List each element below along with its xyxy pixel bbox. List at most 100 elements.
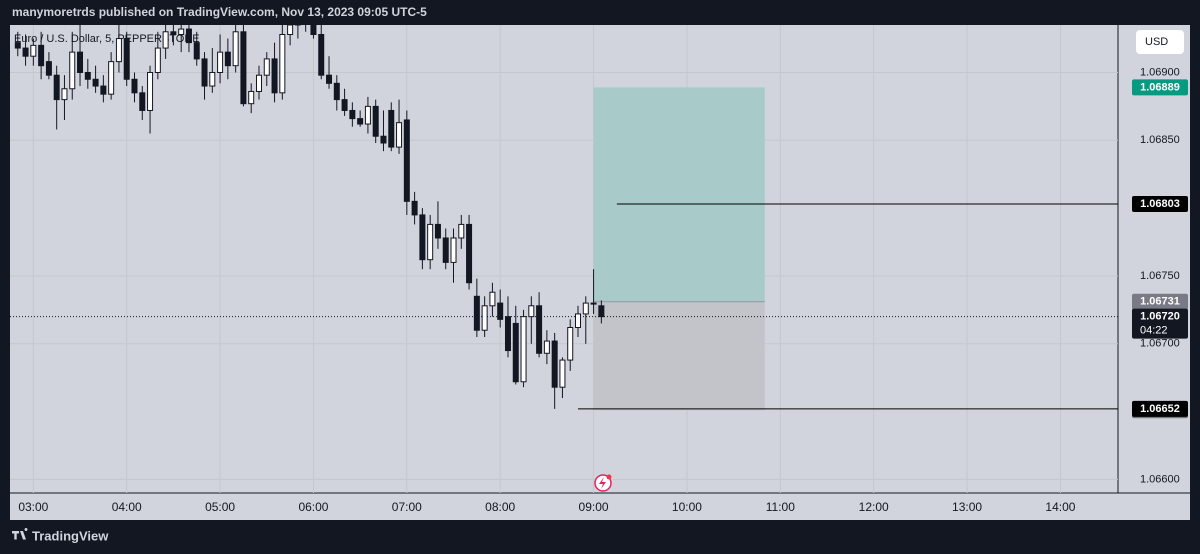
candle-body [528, 305, 535, 318]
current-price-label-bg [1132, 308, 1188, 339]
candle-body [193, 42, 200, 60]
x-tick-label: 06:00 [298, 500, 328, 514]
loss-zone [593, 301, 765, 411]
line-label: 1.06652 [1140, 403, 1180, 415]
current-price-label: 1.06720 [1140, 311, 1180, 323]
line-label: 1.06803 [1140, 198, 1180, 210]
legend: Euro / U.S. Dollar, 5, PEPPERSTONE [14, 33, 200, 45]
x-tick-label: 03:00 [18, 500, 48, 514]
usd-button-bg[interactable] [1136, 30, 1184, 54]
candle-body [567, 327, 574, 361]
footer-logo [12, 528, 28, 540]
candle-body [255, 74, 262, 92]
candle-body [61, 88, 68, 101]
candle-body [224, 51, 231, 67]
candle-body [341, 99, 348, 111]
event-bolt [599, 477, 606, 489]
candle-body [536, 305, 543, 354]
candle-body [217, 51, 224, 73]
candle-body [263, 58, 270, 76]
candle-body [372, 105, 379, 137]
candle-body [154, 47, 161, 73]
candle-body [69, 51, 76, 90]
event-dot [606, 474, 612, 480]
x-tick-label: 12:00 [859, 500, 889, 514]
candle-body [84, 71, 91, 80]
y-tick-label: 1.06900 [1140, 66, 1180, 78]
event-icon[interactable] [594, 474, 612, 492]
x-tick-label: 07:00 [392, 500, 422, 514]
candle-body [575, 313, 582, 329]
y-tick-label: 1.06600 [1140, 473, 1180, 485]
candle-body [115, 38, 122, 63]
y-tick-label: 1.06850 [1140, 134, 1180, 146]
candle-body [271, 58, 278, 94]
profit-zone [593, 87, 765, 302]
plot [10, 25, 1118, 411]
candle-body [248, 90, 255, 105]
candle-body [419, 214, 426, 261]
candle-body [427, 223, 434, 261]
candle-body [481, 305, 488, 331]
candle-body [178, 28, 185, 35]
candle-body [108, 61, 115, 95]
candle-body [294, 25, 301, 26]
line-label-bg [1132, 196, 1188, 213]
candle-body [38, 44, 45, 67]
candle-body [14, 42, 21, 49]
currency[interactable]: USD [1145, 36, 1168, 48]
target-label-bg [1132, 79, 1188, 96]
candle-body [162, 31, 169, 49]
candle-body [520, 316, 527, 383]
candle-body [403, 119, 410, 202]
candle-body [598, 305, 605, 318]
candle-body [139, 92, 146, 111]
candle-body [131, 78, 138, 94]
x-tick-label: 08:00 [485, 500, 515, 514]
candle-body [396, 122, 403, 148]
candle-body [232, 31, 239, 67]
candle-body [388, 109, 395, 148]
footer: TradingView [32, 528, 109, 543]
x-tick-label: 10:00 [672, 500, 702, 514]
x-tick-label: 05:00 [205, 500, 235, 514]
candle-body [357, 118, 364, 125]
y-tick-label: 1.06700 [1140, 338, 1180, 350]
entry-label-bg [1132, 293, 1188, 310]
usd-button[interactable]: USD [1136, 30, 1184, 54]
candle-body [473, 295, 480, 331]
candle-body [30, 44, 37, 57]
candle-body [497, 302, 504, 320]
candle-body [380, 135, 387, 144]
entry-label: 1.06731 [1140, 296, 1180, 308]
target-label: 1.06889 [1140, 81, 1180, 93]
candle-body [209, 71, 216, 87]
candle-body [100, 85, 107, 95]
candle-body [240, 31, 247, 105]
x-tick-label: 14:00 [1045, 500, 1075, 514]
candle-body [170, 31, 177, 35]
candle-body [92, 78, 99, 87]
candle-body [458, 223, 465, 239]
candle-body [434, 223, 441, 239]
axes: 1.06600 1.06700 1.06750 1.06850 1.06900 03:00… [18, 66, 1188, 514]
candle-body [333, 82, 340, 101]
candle-body [326, 74, 333, 84]
candle-body [450, 237, 457, 263]
y-tick-label: 1.06750 [1140, 270, 1180, 282]
candle-body [77, 51, 84, 73]
candle-body [22, 47, 29, 57]
candle-body [543, 340, 550, 354]
candle-body [279, 33, 286, 94]
candle-body [364, 105, 371, 125]
countdown: 04:22 [1140, 325, 1168, 337]
candle-body [582, 302, 589, 315]
x-tick-label: 04:00 [112, 500, 142, 514]
header: manymoretrds published on TradingView.co… [12, 5, 427, 19]
candle-body [504, 316, 511, 352]
x-tick-label: 13:00 [952, 500, 982, 514]
candle-body [349, 109, 356, 120]
candle-body [466, 223, 473, 284]
candle-body [442, 237, 449, 263]
